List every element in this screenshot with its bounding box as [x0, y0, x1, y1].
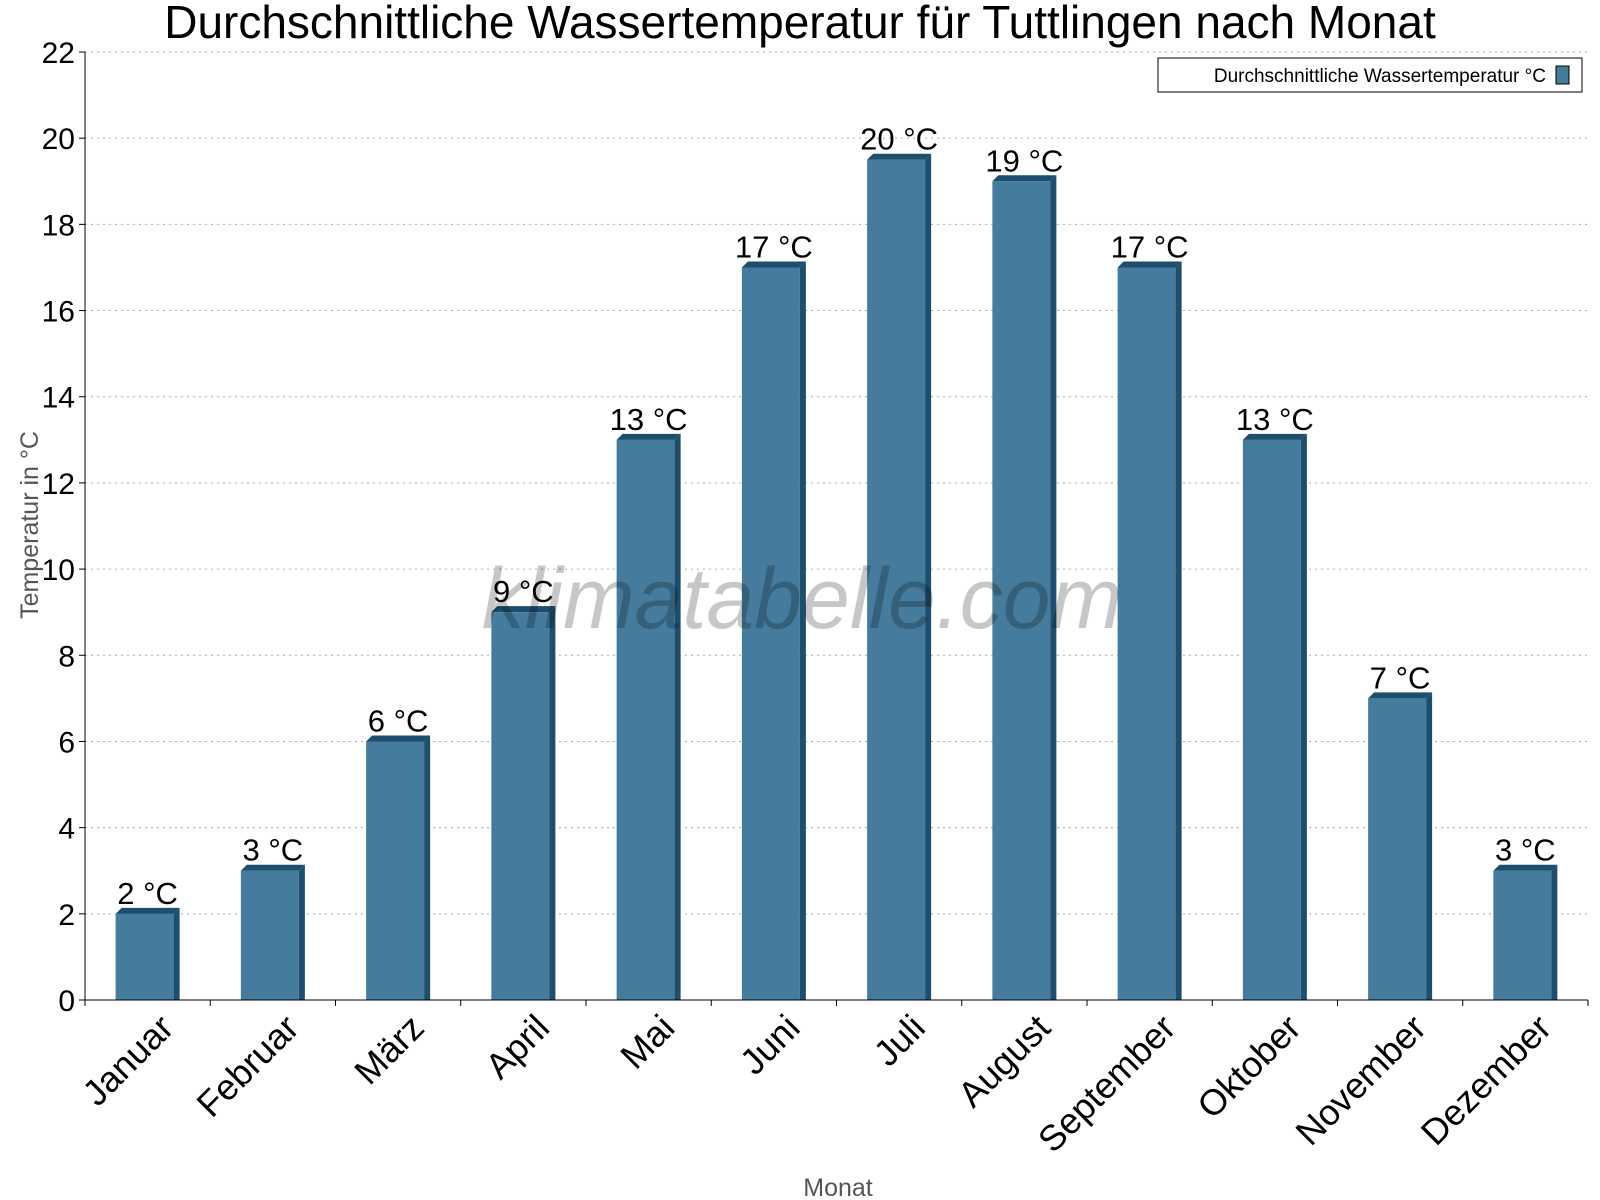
- data-label: 3 °C: [1495, 833, 1556, 868]
- bar-front: [992, 181, 1051, 1001]
- y-tick-label: 2: [58, 899, 75, 932]
- bar-side: [674, 433, 681, 1000]
- bar: [741, 261, 806, 1000]
- bar-top: [741, 261, 806, 268]
- bar-front: [867, 159, 926, 1000]
- bar-top: [240, 864, 305, 871]
- bar-top: [1117, 261, 1182, 268]
- bar-side: [925, 153, 932, 1000]
- y-axis-label: Temperatur in °C: [16, 431, 44, 619]
- y-tick-label: 20: [42, 123, 75, 156]
- bar-front: [616, 439, 675, 1000]
- bar: [992, 175, 1057, 1001]
- bar-side: [424, 735, 431, 1000]
- x-tick-label: Januar: [74, 1007, 181, 1114]
- y-tick-label: 16: [42, 296, 75, 329]
- y-tick-label: 18: [42, 209, 75, 242]
- x-tick-label: August: [950, 1007, 1058, 1115]
- bar-side: [298, 864, 305, 1000]
- bar-side: [1426, 692, 1433, 1000]
- watermark-text: klimatabelle.com: [482, 551, 1122, 647]
- data-label: 6 °C: [368, 703, 429, 738]
- data-label: 17 °C: [1111, 229, 1189, 264]
- data-label: 20 °C: [860, 122, 938, 157]
- bar-front: [366, 741, 425, 1000]
- data-label: 13 °C: [1236, 402, 1314, 437]
- bar: [1117, 261, 1182, 1000]
- bar-side: [1551, 864, 1558, 1000]
- y-tick-label: 0: [58, 985, 75, 1018]
- bar: [616, 433, 681, 1000]
- data-label: 2 °C: [117, 876, 178, 911]
- bar-front: [491, 612, 550, 1000]
- y-tick-label: 10: [42, 554, 75, 587]
- bar-top: [867, 153, 932, 160]
- bar-side: [1300, 433, 1307, 1000]
- bar-side: [173, 907, 180, 1000]
- legend-entry-label: Durchschnittliche Wassertemperatur °C: [1214, 66, 1546, 87]
- bar-front: [240, 870, 299, 1000]
- data-label: 3 °C: [243, 833, 304, 868]
- x-tick-label: Juni: [732, 1007, 808, 1083]
- bar-side: [1175, 261, 1182, 1000]
- data-label: 7 °C: [1370, 660, 1431, 695]
- bars: [115, 153, 1558, 1001]
- bar: [115, 907, 180, 1000]
- bar-front: [741, 267, 800, 1000]
- bar-top: [1368, 692, 1433, 699]
- bar-top: [115, 907, 180, 914]
- data-label: 17 °C: [735, 229, 813, 264]
- bar: [366, 735, 431, 1000]
- x-tick-label: Mai: [612, 1007, 682, 1077]
- bar-side: [1050, 175, 1057, 1001]
- y-tick-label: 14: [42, 382, 75, 415]
- x-tick-label: September: [1030, 1007, 1184, 1161]
- bar-top: [616, 433, 681, 440]
- data-labels: 2 °C 3 °C 6 °C 9 °C 13 °C 17 °C 20 °C 19 °C 17 °…: [117, 122, 1555, 911]
- bar-top: [992, 175, 1057, 182]
- x-tick-label: April: [477, 1007, 557, 1087]
- legend: Durchschnittliche Wassertemperatur °C: [1157, 57, 1583, 93]
- x-tick-label: Februar: [188, 1007, 306, 1125]
- x-tick-label: Oktober: [1189, 1007, 1309, 1127]
- bar: [240, 864, 305, 1000]
- bar-side: [549, 606, 556, 1000]
- legend-box: [1157, 57, 1583, 93]
- bar-top: [366, 735, 431, 742]
- x-tick-label: November: [1287, 1007, 1433, 1153]
- bar-front: [1242, 439, 1301, 1000]
- x-tick-label: Dezember: [1413, 1007, 1559, 1153]
- y-tick-label: 6: [58, 726, 75, 759]
- y-tick-label: 12: [42, 468, 75, 501]
- y-tick-label: 4: [58, 813, 75, 846]
- legend-swatch: [1555, 65, 1570, 85]
- bar: [1368, 692, 1433, 1000]
- chart-title: Durchschnittliche Wassertemperatur für T…: [164, 0, 1436, 48]
- data-label: 19 °C: [985, 143, 1063, 178]
- bar-top: [1242, 433, 1307, 440]
- bar-top: [1493, 864, 1558, 871]
- x-tick-label: Juli: [866, 1007, 933, 1074]
- bar-front: [115, 913, 174, 1000]
- bar: [1242, 433, 1307, 1000]
- bar: [491, 606, 556, 1000]
- y-tick-label: 8: [58, 640, 75, 673]
- bar-top: [491, 606, 556, 613]
- x-axis-label: Monat: [803, 1174, 873, 1200]
- bar-front: [1493, 870, 1552, 1000]
- y-tick-label: 22: [42, 37, 75, 70]
- bar-front: [1368, 698, 1427, 1000]
- bar: [1493, 864, 1558, 1000]
- x-tick-label: März: [346, 1007, 432, 1093]
- bar-side: [799, 261, 806, 1000]
- bar-front: [1117, 267, 1176, 1000]
- data-label: 9 °C: [493, 574, 554, 609]
- gridlines: [85, 51, 1588, 915]
- data-label: 13 °C: [610, 402, 688, 437]
- x-axis-ticks: Januar Februar März April Mai Juni Juli AugustS…: [74, 1000, 1589, 1161]
- y-axis-ticks: 0 2 4 6 8 10 12 14 16 18 20 22: [42, 37, 85, 1018]
- bar: [867, 153, 932, 1000]
